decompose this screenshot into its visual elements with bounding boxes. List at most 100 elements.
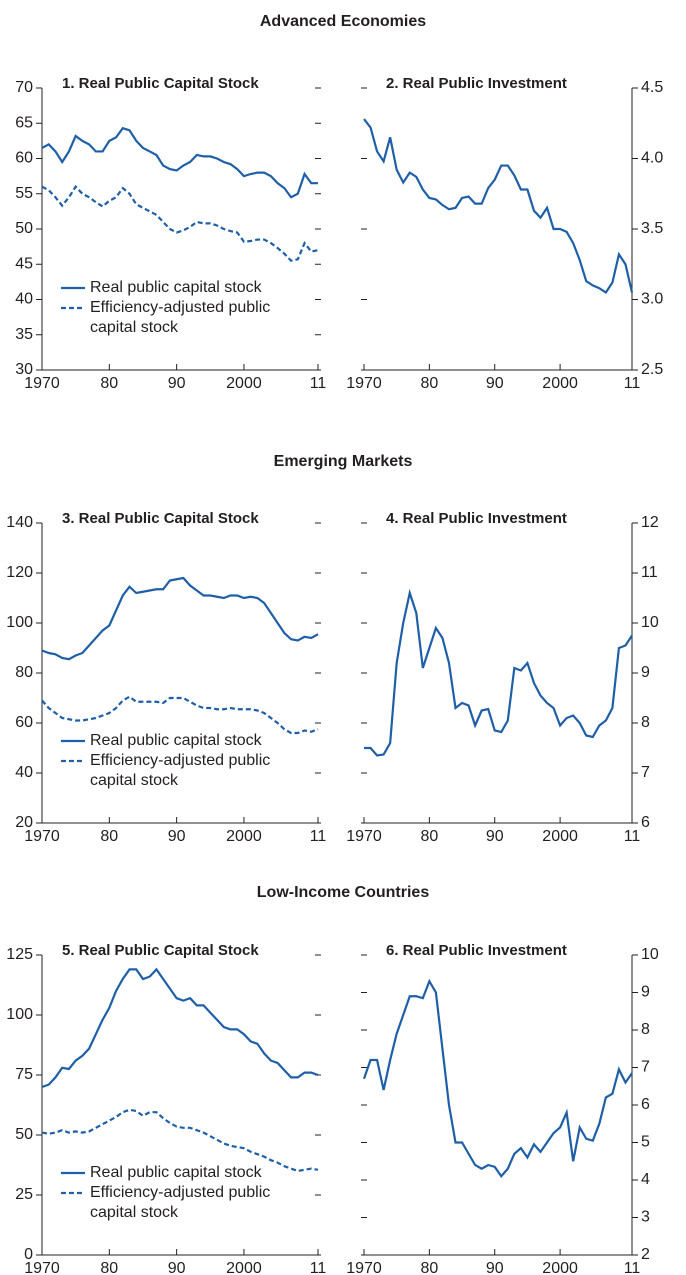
legend-item: Efficiency-adjusted public capital stock bbox=[60, 298, 300, 338]
data-line bbox=[41, 1108, 319, 1173]
x-tick-label: 90 bbox=[168, 1260, 186, 1275]
y-tick-label: 12 bbox=[641, 514, 659, 531]
y-tick-label: 45 bbox=[15, 255, 33, 272]
data-line bbox=[41, 126, 318, 199]
legend-item: Real public capital stock bbox=[60, 1163, 300, 1183]
y-tick-label: 9 bbox=[641, 984, 650, 1001]
legend-swatch bbox=[61, 759, 85, 763]
data-line bbox=[41, 184, 319, 262]
x-tick-label: 2000 bbox=[226, 375, 262, 392]
y-tick-label: 65 bbox=[15, 114, 33, 131]
y-tick-label: 9 bbox=[641, 664, 650, 681]
legend-item: Real public capital stock bbox=[60, 278, 300, 298]
panel-title: 4. Real Public Investment bbox=[386, 510, 567, 527]
legend: Real public capital stock Efficiency-adju… bbox=[60, 278, 300, 338]
section-title: Emerging Markets bbox=[274, 453, 413, 470]
y-tick-label: 8 bbox=[641, 1021, 650, 1038]
y-tick-label: 4.5 bbox=[641, 79, 663, 96]
y-tick-label: 5 bbox=[641, 1134, 650, 1151]
x-tick-label: 2000 bbox=[542, 375, 578, 392]
section-title: Advanced Economies bbox=[260, 13, 426, 30]
y-tick-label: 50 bbox=[15, 220, 33, 237]
x-tick-label: 1970 bbox=[346, 828, 382, 845]
y-tick-label: 35 bbox=[15, 326, 33, 343]
panel-title: 5. Real Public Capital Stock bbox=[62, 942, 259, 959]
x-tick-label: 80 bbox=[420, 828, 438, 845]
x-tick-label: 80 bbox=[100, 375, 118, 392]
x-tick-label: 90 bbox=[168, 828, 186, 845]
legend-item: Real public capital stock bbox=[60, 731, 300, 751]
data-line bbox=[41, 576, 319, 661]
x-tick-label: 80 bbox=[100, 828, 118, 845]
legend-label: Real public capital stock bbox=[90, 279, 262, 296]
x-tick-label: 11 bbox=[310, 375, 327, 392]
y-tick-label: 10 bbox=[641, 946, 659, 963]
x-tick-label: 11 bbox=[624, 1260, 641, 1275]
legend-swatch bbox=[61, 1171, 85, 1175]
y-tick-label: 7 bbox=[641, 764, 650, 781]
legend-label: Real public capital stock bbox=[90, 1164, 262, 1181]
y-tick-label: 125 bbox=[6, 946, 33, 963]
y-tick-label: 4 bbox=[641, 1171, 650, 1188]
x-tick-label: 90 bbox=[486, 1260, 504, 1275]
x-tick-label: 1970 bbox=[24, 828, 60, 845]
y-tick-label: 50 bbox=[15, 1126, 33, 1143]
x-tick-label: 2000 bbox=[542, 828, 578, 845]
y-tick-label: 6 bbox=[641, 1096, 650, 1113]
y-tick-label: 7 bbox=[641, 1059, 650, 1076]
y-tick-label: 40 bbox=[15, 291, 33, 308]
y-tick-label: 11 bbox=[641, 564, 658, 581]
y-tick-label: 4.0 bbox=[641, 150, 663, 167]
x-tick-label: 90 bbox=[168, 375, 186, 392]
y-tick-label: 3.5 bbox=[641, 220, 663, 237]
y-tick-label: 120 bbox=[6, 564, 33, 581]
y-tick-label: 80 bbox=[15, 664, 33, 681]
y-tick-label: 100 bbox=[6, 614, 33, 631]
y-tick-label: 75 bbox=[15, 1066, 33, 1083]
x-tick-label: 80 bbox=[420, 1260, 438, 1275]
y-tick-label: 20 bbox=[15, 814, 33, 831]
legend-item: Efficiency-adjusted public capital stock bbox=[60, 1183, 300, 1223]
legend-label: Real public capital stock bbox=[90, 732, 262, 749]
data-line bbox=[364, 588, 633, 757]
panel-title: 2. Real Public Investment bbox=[386, 75, 567, 92]
y-tick-label: 30 bbox=[15, 361, 33, 378]
y-tick-label: 2 bbox=[641, 1246, 650, 1263]
x-tick-label: 11 bbox=[624, 375, 641, 392]
data-line bbox=[362, 978, 633, 1179]
y-tick-label: 3 bbox=[641, 1209, 650, 1226]
panel-title: 3. Real Public Capital Stock bbox=[62, 510, 259, 527]
y-tick-label: 55 bbox=[15, 185, 33, 202]
x-tick-label: 2000 bbox=[542, 1260, 578, 1275]
x-tick-label: 1970 bbox=[346, 375, 382, 392]
y-tick-label: 3.0 bbox=[641, 291, 663, 308]
x-tick-label: 80 bbox=[100, 1260, 118, 1275]
x-tick-label: 11 bbox=[310, 1260, 327, 1275]
legend-label: Efficiency-adjusted public capital stock bbox=[90, 752, 271, 789]
x-tick-label: 11 bbox=[624, 828, 641, 845]
y-tick-label: 60 bbox=[15, 150, 33, 167]
legend-swatch bbox=[61, 739, 85, 743]
data-line bbox=[363, 118, 634, 294]
y-tick-label: 8 bbox=[641, 714, 650, 731]
legend-item: Efficiency-adjusted public capital stock bbox=[60, 751, 300, 791]
legend-label: Efficiency-adjusted public capital stock bbox=[90, 299, 271, 336]
y-tick-label: 140 bbox=[6, 514, 33, 531]
x-tick-label: 90 bbox=[486, 375, 504, 392]
legend-label: Efficiency-adjusted public capital stock bbox=[90, 1184, 271, 1221]
y-tick-label: 25 bbox=[15, 1186, 33, 1203]
y-tick-label: 40 bbox=[15, 764, 33, 781]
x-tick-label: 1970 bbox=[24, 1260, 60, 1275]
legend: Real public capital stock Efficiency-adju… bbox=[60, 731, 300, 791]
legend-swatch bbox=[61, 306, 85, 310]
section-title: Low-Income Countries bbox=[257, 884, 430, 901]
x-tick-label: 2000 bbox=[226, 828, 262, 845]
panel-title: 6. Real Public Investment bbox=[386, 942, 567, 959]
x-tick-label: 11 bbox=[310, 828, 327, 845]
y-tick-label: 2.5 bbox=[641, 361, 663, 378]
x-tick-label: 1970 bbox=[24, 375, 60, 392]
legend-swatch bbox=[61, 286, 85, 290]
y-tick-label: 10 bbox=[641, 614, 659, 631]
